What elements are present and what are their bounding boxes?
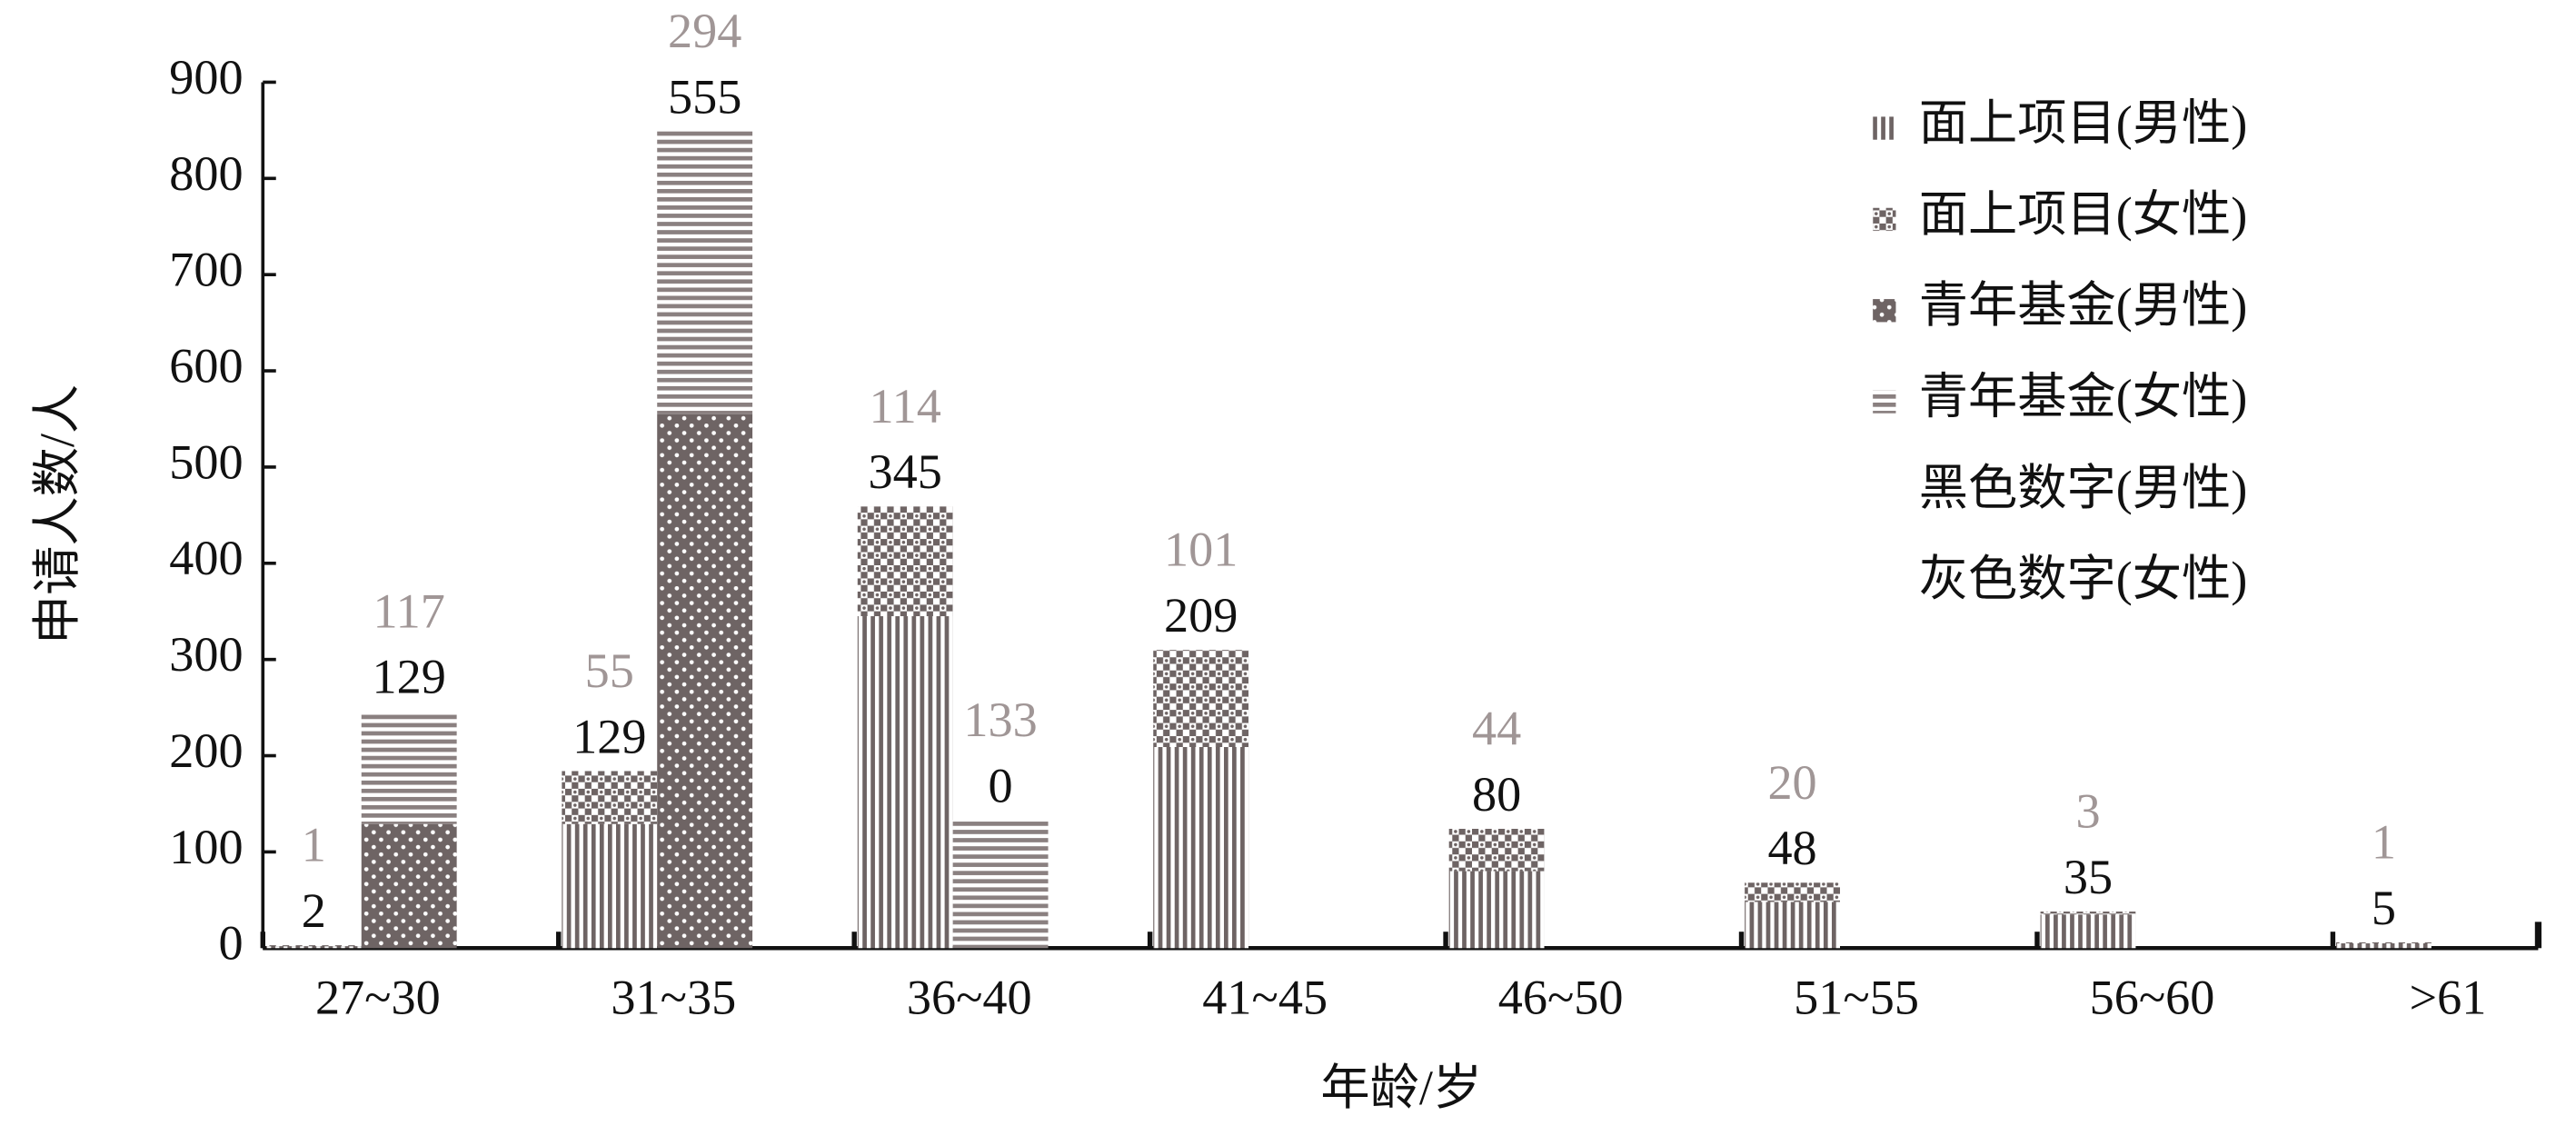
bar — [857, 616, 953, 949]
y-tick-label: 600 — [169, 339, 243, 394]
x-tick-label: 27~30 — [315, 970, 441, 1024]
y-tick-label: 500 — [169, 434, 243, 489]
y-tick-label: 300 — [169, 627, 243, 682]
x-tick-label: 41~45 — [1202, 970, 1328, 1024]
legend-label: 青年基金(女性) — [1919, 370, 2248, 424]
x-tick-label: 36~40 — [907, 970, 1032, 1024]
value-label: 209 — [1164, 588, 1238, 643]
legend-swatch — [1873, 390, 1896, 414]
value-label: 3 — [2075, 784, 2100, 839]
bar — [562, 823, 658, 949]
value-label: 0 — [989, 758, 1013, 812]
x-tick-label: 51~55 — [1794, 970, 1919, 1024]
y-tick-label: 900 — [169, 50, 243, 105]
x-tick-label: 56~60 — [2090, 970, 2215, 1024]
bar — [952, 820, 1049, 949]
bar — [361, 711, 457, 824]
value-label: 129 — [572, 709, 646, 763]
legend-label: 面上项目(男性) — [1919, 96, 2248, 151]
bar — [2040, 912, 2136, 915]
value-label: 1 — [2372, 815, 2396, 870]
bar — [1153, 650, 1249, 748]
y-tick-label: 100 — [169, 820, 243, 874]
bar — [2336, 942, 2432, 943]
value-label: 35 — [2064, 850, 2113, 904]
value-label: 294 — [668, 4, 741, 58]
bar — [1448, 828, 1545, 872]
bar — [265, 946, 362, 949]
bar — [1153, 747, 1249, 949]
value-label: 555 — [668, 69, 741, 124]
legend-swatch — [1873, 299, 1896, 323]
value-label: 129 — [373, 650, 446, 704]
y-tick-label: 400 — [169, 531, 243, 585]
bar — [1745, 882, 1840, 902]
bar — [562, 771, 658, 824]
value-label: 20 — [1767, 755, 1816, 810]
value-label: 101 — [1164, 523, 1238, 577]
x-tick-label: 31~35 — [611, 970, 736, 1024]
y-tick-label: 0 — [218, 916, 243, 971]
bar — [2336, 942, 2432, 949]
legend-note: 灰色数字(女性) — [1919, 552, 2248, 606]
value-label: 1 — [302, 818, 326, 872]
value-label: 44 — [1472, 702, 1521, 756]
value-label: 345 — [869, 444, 942, 499]
legend-swatch — [1873, 207, 1896, 232]
value-label: 133 — [963, 693, 1037, 747]
x-axis-label: 年龄/岁 — [1320, 1061, 1482, 1115]
bar — [657, 131, 753, 414]
y-tick-label: 800 — [169, 146, 243, 201]
y-axis-label: 申请人数/人 — [30, 384, 85, 644]
bar — [2040, 914, 2136, 949]
y-tick-label: 700 — [169, 243, 243, 297]
x-tick-label: >61 — [2410, 970, 2487, 1024]
bar — [1448, 871, 1545, 949]
value-label: 5 — [2372, 881, 2396, 935]
value-label: 48 — [1767, 821, 1816, 875]
y-tick-label: 200 — [169, 723, 243, 778]
legend-note: 黑色数字(男性) — [1919, 461, 2248, 515]
value-label: 55 — [585, 643, 634, 698]
bar — [265, 945, 362, 947]
legend-label: 面上项目(女性) — [1919, 187, 2248, 242]
bar — [361, 823, 457, 949]
value-label: 2 — [302, 883, 326, 938]
bar — [657, 414, 753, 949]
bar — [857, 506, 953, 617]
value-label: 114 — [870, 379, 941, 433]
bar — [1745, 902, 1840, 949]
value-label: 117 — [373, 583, 445, 638]
value-label: 80 — [1472, 767, 1521, 822]
legend-swatch — [1873, 116, 1896, 140]
x-tick-label: 46~50 — [1498, 970, 1624, 1024]
legend-label: 青年基金(男性) — [1919, 278, 2248, 333]
